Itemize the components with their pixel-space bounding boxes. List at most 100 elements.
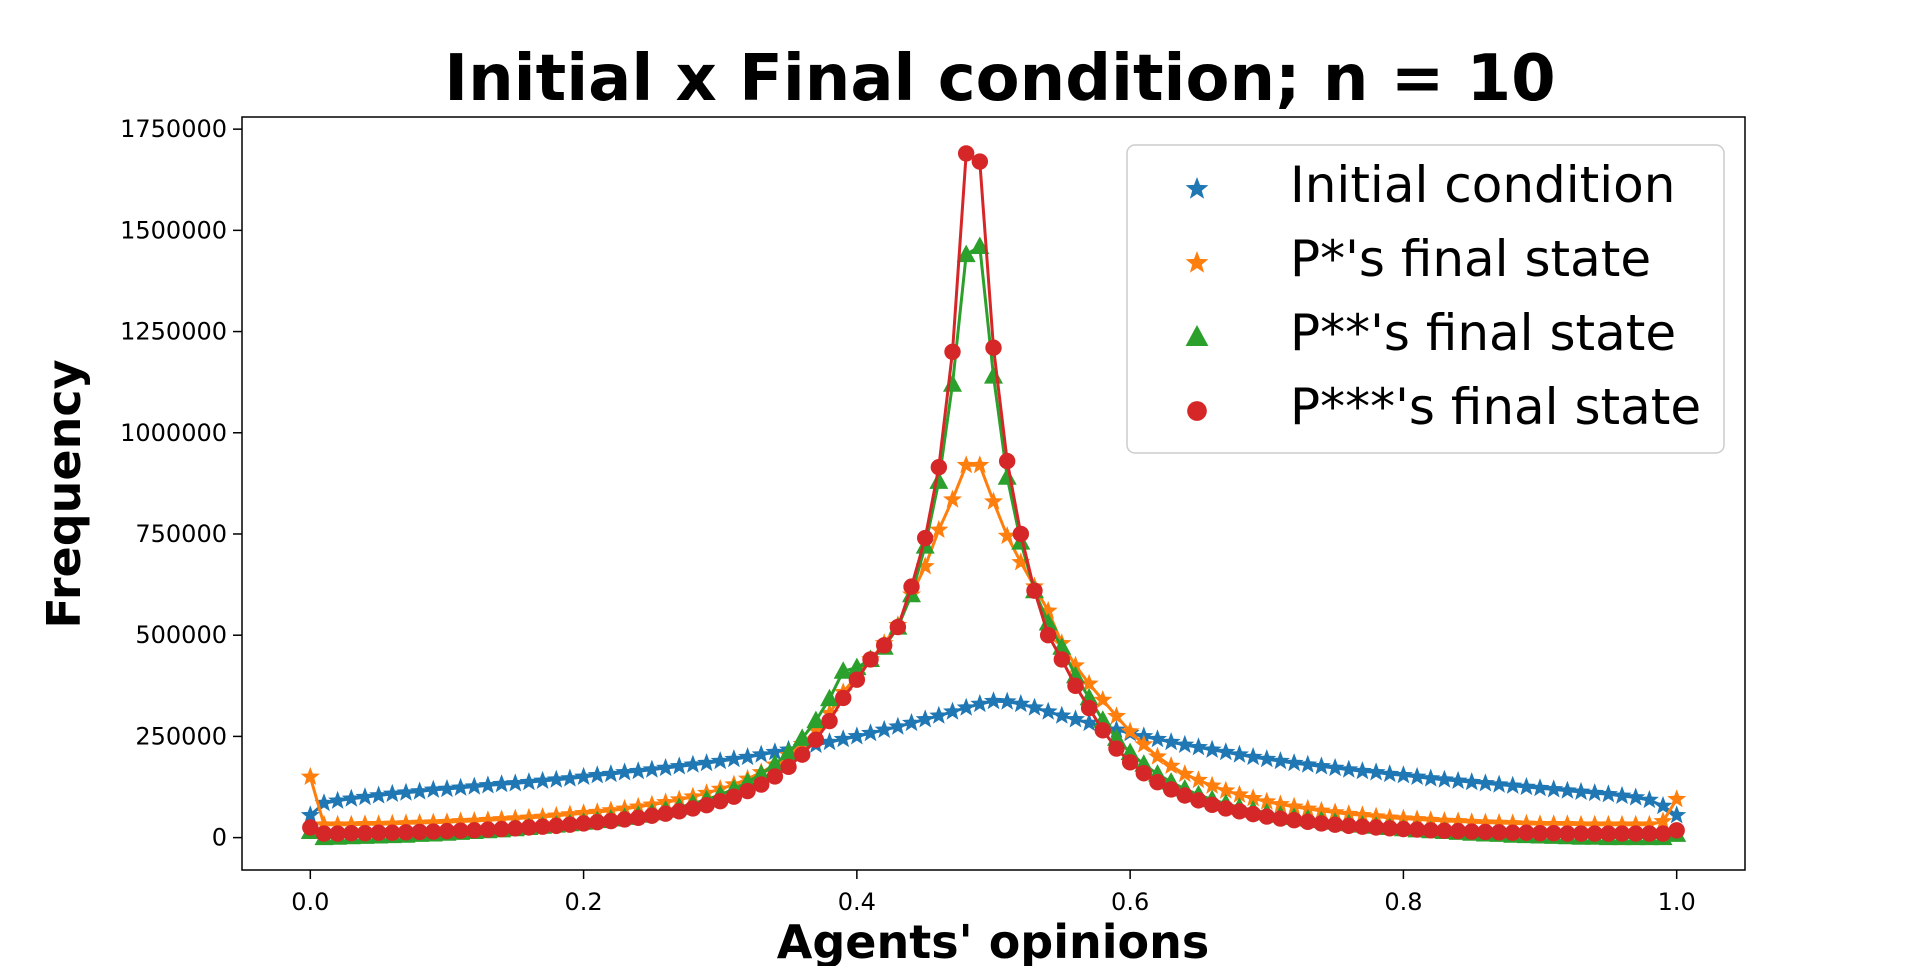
series-4-point — [1217, 800, 1234, 817]
series-2-point — [1653, 811, 1673, 830]
series-2-point — [437, 812, 457, 831]
series-2-point — [984, 491, 1003, 510]
series-2-point — [1284, 796, 1304, 815]
series-4-point — [1545, 824, 1562, 842]
series-1-point — [1311, 756, 1331, 775]
series-1-point — [888, 716, 908, 735]
series-1-point — [451, 777, 471, 796]
series-4-point — [1272, 810, 1289, 827]
series-1-point — [341, 788, 361, 807]
series-1-point — [519, 772, 539, 791]
series-4-point — [1285, 812, 1303, 829]
series-4-point — [1080, 699, 1098, 717]
series-2-point — [1298, 798, 1318, 817]
series-4-point — [971, 153, 989, 170]
series-4-point — [807, 731, 825, 748]
y-tick-label: 750000 — [135, 520, 227, 548]
x-axis: 0.0 0.2 0.4 0.6 0.8 1.0 — [291, 870, 1696, 916]
series-1-point — [1585, 783, 1605, 802]
series-1-point — [574, 766, 594, 785]
plot-area — [300, 145, 1687, 846]
series-2-point — [1530, 814, 1550, 833]
x-tick-label: 0.6 — [1111, 888, 1149, 916]
series-1-point — [1557, 780, 1577, 799]
series-1-point — [738, 747, 758, 766]
series-2-point — [1270, 794, 1290, 813]
series-1-point — [1598, 784, 1618, 803]
series-1-point — [1380, 764, 1400, 783]
series-4-point — [1108, 740, 1125, 757]
series-1-point — [1352, 761, 1372, 780]
series-4-point — [725, 788, 743, 805]
series-4-point — [916, 529, 934, 547]
series-1-point — [1038, 701, 1058, 720]
series-2-point — [1557, 814, 1577, 833]
series-3-point — [779, 742, 798, 761]
series-2-point — [1038, 600, 1058, 619]
series-1-point — [683, 754, 703, 773]
series-1-point — [355, 787, 375, 806]
y-tick-label: 500000 — [135, 621, 227, 649]
series-1-point — [1571, 781, 1591, 800]
series-4-point — [411, 823, 428, 841]
series-2-point — [1107, 706, 1126, 725]
series-1-point — [1202, 739, 1222, 758]
series-2-point — [1475, 812, 1495, 831]
series-4 — [302, 145, 1685, 842]
x-tick-label: 0.8 — [1384, 888, 1422, 916]
series-4-point — [957, 145, 975, 162]
series-1-point — [1011, 694, 1031, 713]
series-1-point — [1489, 774, 1509, 793]
series-1-point — [1079, 713, 1099, 732]
series-4-point — [1504, 824, 1521, 841]
series-2-point — [328, 814, 348, 833]
series-1-point — [915, 709, 935, 728]
x-tick-label: 1.0 — [1658, 888, 1696, 916]
series-4-point — [875, 637, 893, 654]
series-1-point — [929, 705, 949, 724]
series-4-point — [835, 689, 852, 707]
series-4-point — [438, 822, 456, 840]
series-2-point — [341, 814, 361, 833]
series-3-point — [997, 467, 1017, 485]
series-1-point — [1434, 769, 1454, 788]
series-1-point — [1421, 768, 1441, 787]
series-1-point — [1407, 766, 1427, 785]
series-2-point — [1421, 810, 1441, 829]
series-1-point — [300, 805, 320, 824]
series-4-point — [753, 776, 770, 793]
legend-label: Initial condition — [1290, 156, 1675, 214]
series-4-point — [1244, 805, 1262, 823]
series-2-point — [546, 805, 566, 824]
series-4-point — [944, 343, 961, 361]
series-2-point — [1243, 788, 1263, 807]
legend-box — [1126, 144, 1725, 454]
series-1 — [300, 691, 1687, 824]
series-4-point — [315, 825, 333, 842]
series-2-point — [1161, 756, 1181, 774]
series-1-point — [314, 793, 334, 812]
series-1-point — [505, 773, 525, 792]
series-2-point — [1339, 804, 1359, 823]
series-1-point — [1325, 758, 1345, 777]
series-3-point — [956, 244, 976, 263]
series-1-point — [410, 781, 430, 800]
series-2-point — [1585, 814, 1605, 833]
series-4-point — [356, 824, 374, 842]
series-3-point — [970, 236, 990, 254]
series-1-point — [615, 762, 635, 781]
series-4-point — [589, 814, 606, 831]
series-4-point — [343, 824, 360, 842]
series-2-point — [929, 519, 949, 538]
legend-entry-2: P*'s final state — [1185, 230, 1651, 288]
series-1-point — [1025, 697, 1044, 716]
series-2-point — [1571, 814, 1591, 833]
series-2-point — [355, 814, 375, 833]
series-4-point — [930, 458, 948, 476]
series-4-point — [397, 824, 415, 841]
series-2-point — [1257, 791, 1277, 810]
series-1-point — [1393, 765, 1413, 784]
series-1-point — [1066, 709, 1085, 728]
series-4-point — [384, 824, 401, 841]
series-4-point — [889, 618, 907, 636]
